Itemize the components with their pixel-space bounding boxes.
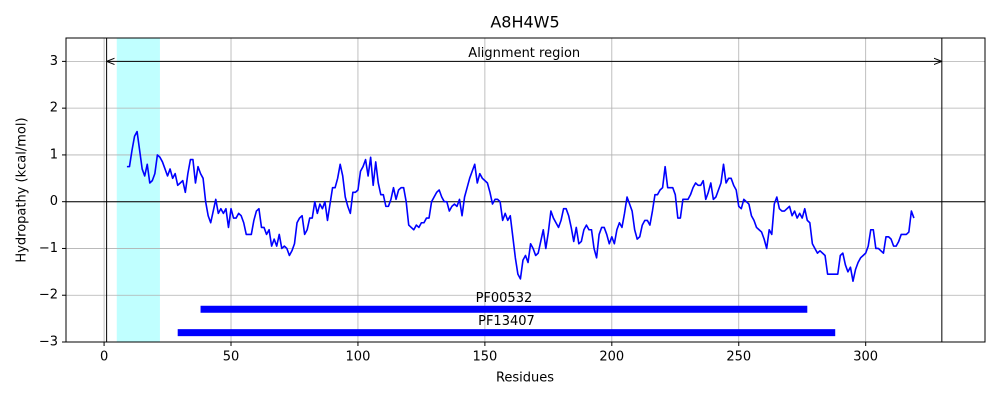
y-tick-label: −2 <box>39 288 58 303</box>
hydropathy-line <box>126 130 915 282</box>
y-tick-label: 0 <box>50 194 58 209</box>
domain-bar <box>200 305 808 313</box>
x-tick-label: 0 <box>100 350 108 365</box>
x-tick-label: 100 <box>346 350 371 365</box>
y-tick-label: 1 <box>50 147 58 162</box>
x-tick-label: 250 <box>726 350 751 365</box>
y-tick-label: 3 <box>50 54 58 69</box>
x-tick-label: 50 <box>223 350 240 365</box>
domain-bar <box>177 329 836 337</box>
chart-title: A8H4W5 <box>490 13 559 32</box>
x-tick-label: 150 <box>472 350 497 365</box>
alignment-span <box>116 38 160 342</box>
y-tick-label: −1 <box>39 241 58 256</box>
y-tick-label: −3 <box>39 335 58 350</box>
arrow-label: Alignment region <box>468 46 580 61</box>
x-axis-label: Residues <box>496 371 554 386</box>
y-tick-label: 2 <box>50 101 58 116</box>
domain-label: PF00532 <box>476 291 533 306</box>
x-tick-label: 300 <box>853 350 878 365</box>
x-tick-label: 200 <box>599 350 624 365</box>
y-axis-label: Hydropathy (kcal/mol) <box>15 117 30 262</box>
plot-frame <box>65 37 986 343</box>
domain-label: PF13407 <box>478 314 535 329</box>
